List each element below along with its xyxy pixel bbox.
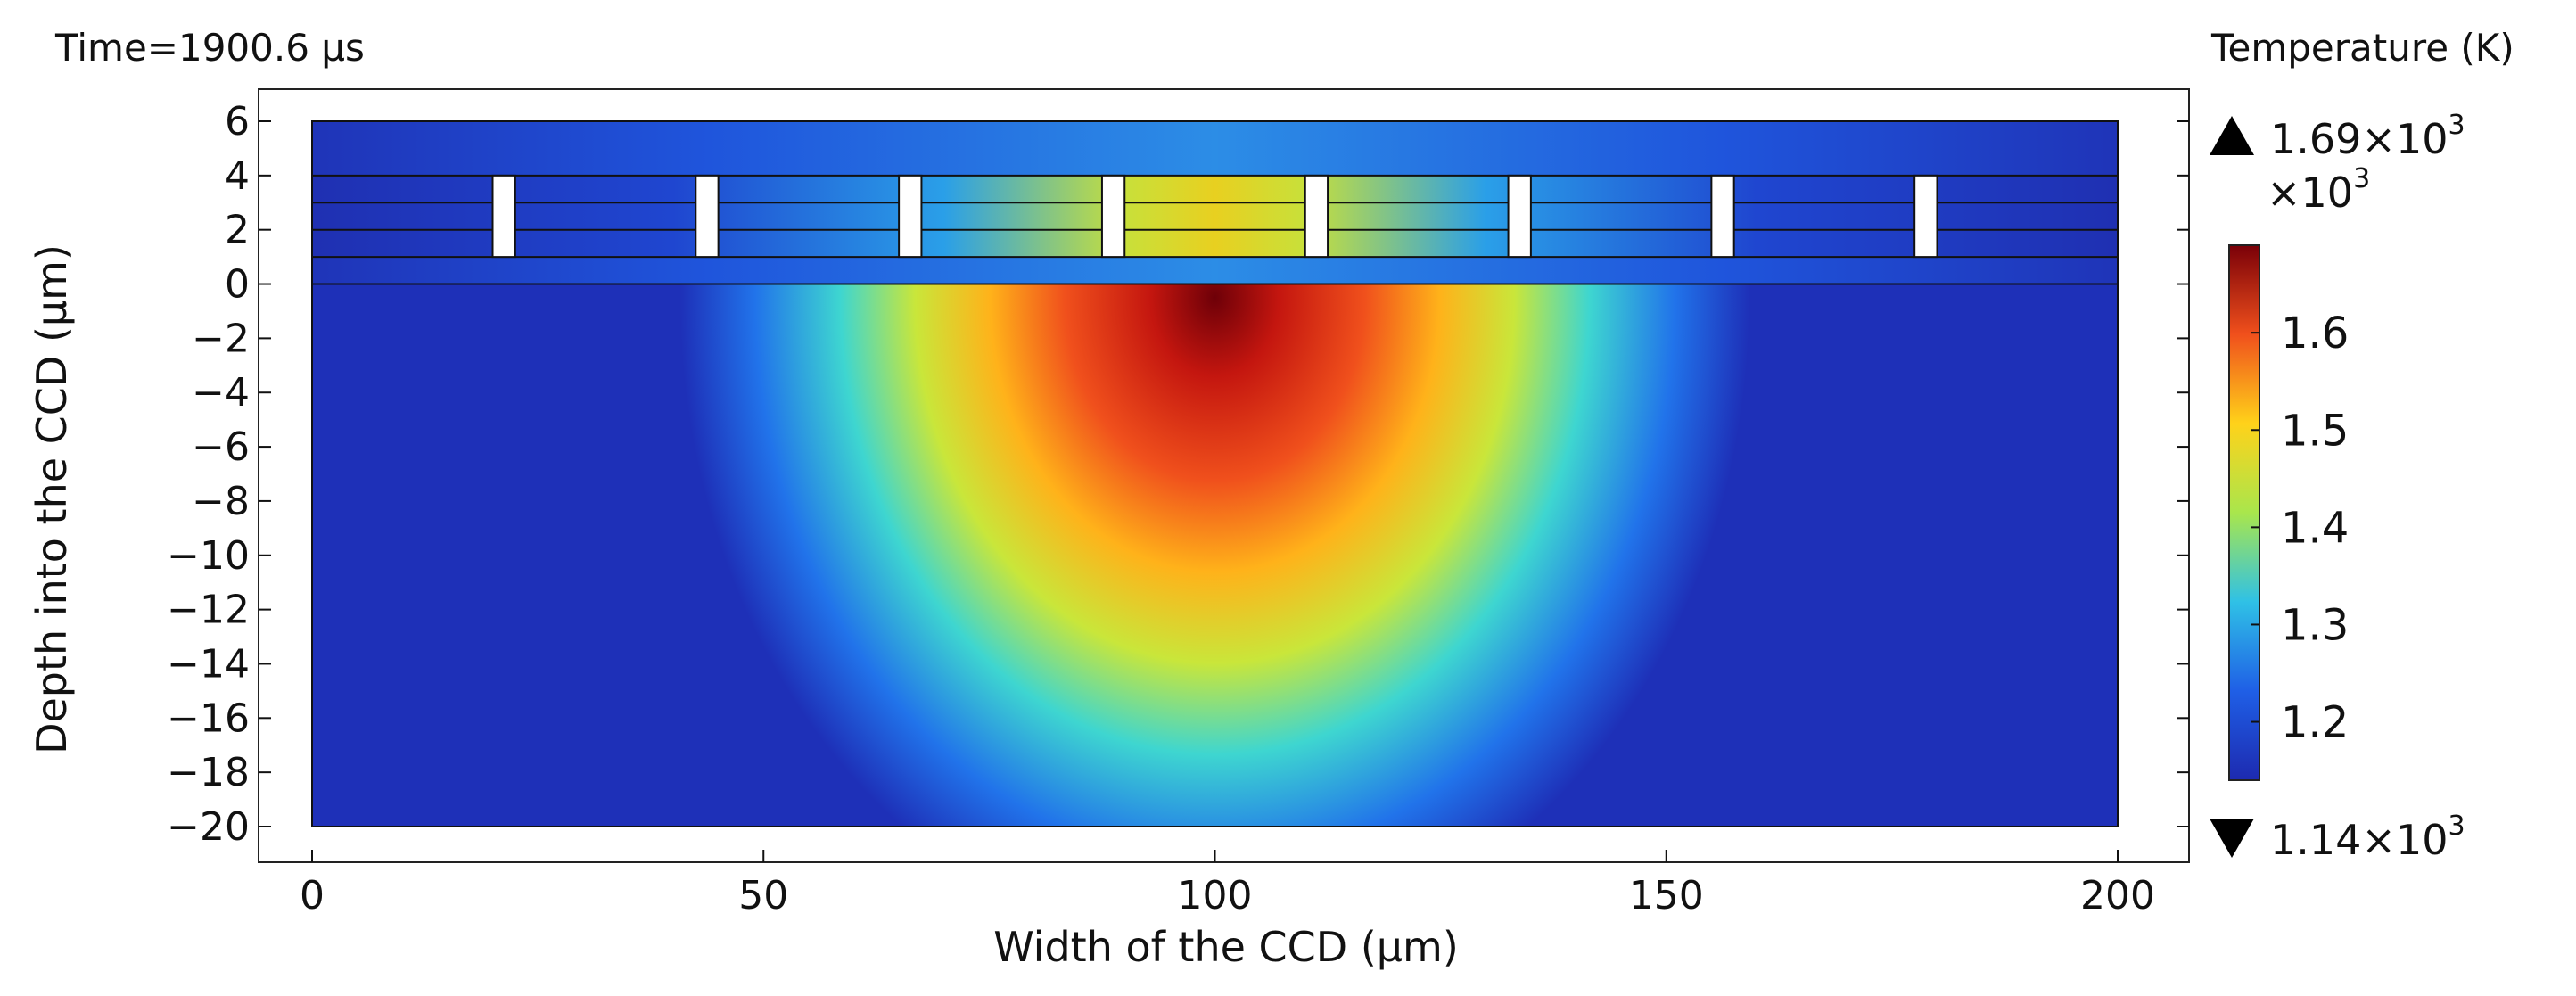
gate-gap [898, 174, 923, 259]
y-tick-label: −14 [167, 641, 250, 687]
colorbar-ticks: 1.2 1.3 1.4 1.5 1.6 [2251, 309, 2349, 748]
gate-gap [1304, 174, 1329, 259]
colorbar-title: Temperature (K) [2210, 26, 2514, 70]
colorbar-tick-label: 1.6 [2281, 309, 2349, 358]
colorbar-min: 1.14×103 [2270, 811, 2465, 864]
y-tick-label: −12 [167, 588, 250, 633]
gate-gap [1710, 174, 1735, 259]
x-tick-label: 150 [1629, 873, 1704, 918]
y-tick-label: −20 [167, 804, 250, 850]
colorbar-min-exp: 3 [2448, 811, 2465, 842]
colorbar-tick-label: 1.2 [2281, 698, 2349, 748]
y-tick-label: 0 [225, 262, 250, 308]
y-tick-label: −18 [167, 750, 250, 795]
y-tick-label: −16 [167, 696, 250, 741]
colorbar-multiplier-exp: 3 [2353, 163, 2370, 194]
x-tick-label: 50 [738, 873, 788, 918]
gate-gap [491, 174, 516, 259]
max-triangle-icon [2210, 116, 2254, 155]
top-layer-field [312, 121, 2118, 176]
y-tick-label: −2 [192, 316, 250, 361]
time-label: Time=1900.6 μs [54, 26, 365, 70]
colorbar-tick-label: 1.4 [2281, 503, 2349, 553]
oxide-layer-field [312, 257, 2118, 284]
x-axis: 0 50 100 150 200 [300, 850, 2155, 918]
gate-gap [695, 174, 720, 259]
y-axis: 6 4 2 0 −2 −4 −6 −8 −10 −12 −14 −16 −18 −20 [167, 99, 2189, 850]
min-triangle-icon [2210, 819, 2254, 858]
temperature-field [312, 121, 2118, 827]
colorbar-max: 1.69×103 [2270, 110, 2465, 163]
y-tick-label: −4 [192, 370, 250, 416]
colorbar-multiplier-label: ×10 [2267, 169, 2353, 217]
colorbar-multiplier: ×103 [2267, 163, 2370, 217]
colorbar [2228, 244, 2260, 781]
gate-layer-field [312, 175, 2118, 258]
domain-outline [311, 120, 2119, 827]
y-tick-label: −6 [192, 424, 250, 470]
colorbar-max-exp: 3 [2448, 110, 2465, 141]
gate-gap [1100, 174, 1126, 259]
y-tick-label: 4 [225, 153, 250, 199]
gate-gap [1507, 174, 1532, 259]
x-axis-title: Width of the CCD (μm) [993, 923, 1459, 971]
colorbar-tick-label: 1.3 [2281, 600, 2349, 650]
colorbar-max-label: 1.69×10 [2270, 115, 2448, 163]
x-tick-label: 200 [2080, 873, 2155, 918]
layer-boundaries [311, 120, 2119, 827]
colorbar-tick-label: 1.5 [2281, 406, 2349, 456]
y-tick-label: 6 [225, 99, 250, 144]
x-tick-label: 0 [300, 873, 325, 918]
gate-gaps [491, 174, 1938, 259]
y-tick-label: −8 [192, 479, 250, 524]
gate-gap [1913, 174, 1938, 259]
y-tick-label: −10 [167, 533, 250, 579]
colorbar-min-label: 1.14×10 [2270, 816, 2448, 864]
y-axis-title: Depth into the CCD (μm) [28, 244, 76, 754]
y-tick-label: 2 [225, 208, 250, 253]
x-tick-label: 100 [1178, 873, 1253, 918]
substrate-field [312, 284, 2118, 827]
plot-frame [258, 88, 2190, 863]
